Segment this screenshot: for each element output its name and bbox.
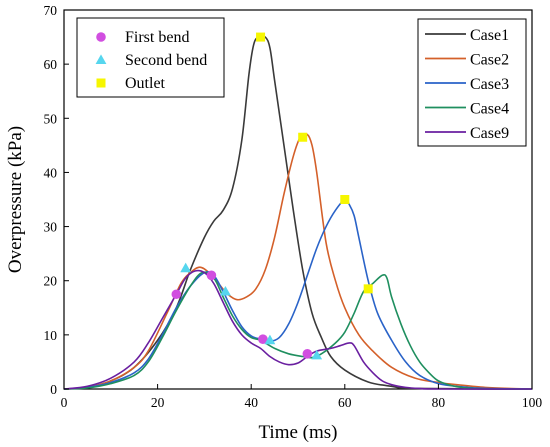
legend-symbol-second-bend — [95, 54, 107, 64]
event-markers — [171, 32, 373, 360]
x-tick-label: 0 — [61, 395, 68, 410]
legend-item-case9: Case9 — [425, 125, 509, 142]
y-tick-label: 0 — [50, 382, 57, 397]
y-tick-label: 10 — [44, 328, 58, 343]
legend-item-case3: Case3 — [425, 76, 509, 93]
y-tick-label: 30 — [44, 220, 58, 235]
marker-point-second-bend — [264, 334, 276, 345]
plot-frame — [63, 9, 533, 390]
legend-label-outlet: Outlet — [125, 75, 166, 92]
legend-label-case4: Case4 — [470, 101, 509, 118]
legend-item-second-bend: Second bend — [95, 52, 207, 69]
legend-label-case3: Case3 — [470, 76, 509, 93]
marker-point-outlet — [340, 195, 350, 204]
y-tick-label: 40 — [44, 165, 58, 180]
series-line-case4 — [63, 271, 533, 390]
series-line-case2 — [63, 133, 533, 390]
marker-point-first-bend — [171, 289, 182, 300]
marker-point-outlet — [363, 284, 373, 294]
marker-point-first-bend — [258, 334, 268, 344]
legend-item-case2: Case2 — [425, 52, 509, 69]
x-tick-label: 60 — [338, 395, 352, 410]
x-tick-label: 20 — [151, 395, 165, 410]
marker-point-first-bend — [206, 270, 217, 281]
legend-lines: Case1 Case2 Case3 Case4 Case9 — [417, 18, 527, 147]
marker-point-outlet — [256, 32, 266, 42]
legend-item-first-bend: First bend — [96, 29, 189, 46]
y-tick-label: 50 — [44, 111, 58, 126]
marker-point-second-bend — [220, 285, 231, 296]
legend-label-first-bend: First bend — [125, 29, 189, 46]
legend-label-case1: Case1 — [470, 27, 509, 44]
legend-item-outlet: Outlet — [96, 75, 166, 92]
y-tick-label: 70 — [44, 3, 58, 18]
x-tick-label: 80 — [432, 395, 446, 410]
legend-label-case9: Case9 — [470, 125, 509, 142]
legend-markers: First bend Second bend Outlet — [76, 17, 225, 98]
marker-point-second-bend — [180, 262, 192, 273]
series-line-case3 — [63, 198, 533, 390]
legend-label-case2: Case2 — [470, 52, 509, 69]
x-tick-label: 100 — [522, 395, 543, 410]
marker-point-outlet — [298, 132, 308, 142]
axis-ticks: 0 20 40 60 80 100 0 10 20 30 40 50 60 70 — [44, 3, 543, 410]
marker-point-second-bend — [311, 349, 323, 360]
y-tick-label: 60 — [44, 57, 58, 72]
series-line-case9 — [63, 269, 533, 390]
y-axis-title: Overpressure (kPa) — [5, 126, 26, 273]
legend-item-case4: Case4 — [425, 101, 509, 118]
x-axis-title: Time (ms) — [258, 422, 337, 443]
marker-point-first-bend — [302, 349, 313, 359]
legend-symbol-first-bend — [96, 32, 106, 42]
y-tick-label: 20 — [44, 274, 58, 289]
legend-item-case1: Case1 — [425, 27, 509, 44]
legend-symbol-outlet — [96, 78, 106, 88]
legend-label-second-bend: Second bend — [125, 52, 207, 69]
x-tick-label: 40 — [244, 395, 258, 410]
